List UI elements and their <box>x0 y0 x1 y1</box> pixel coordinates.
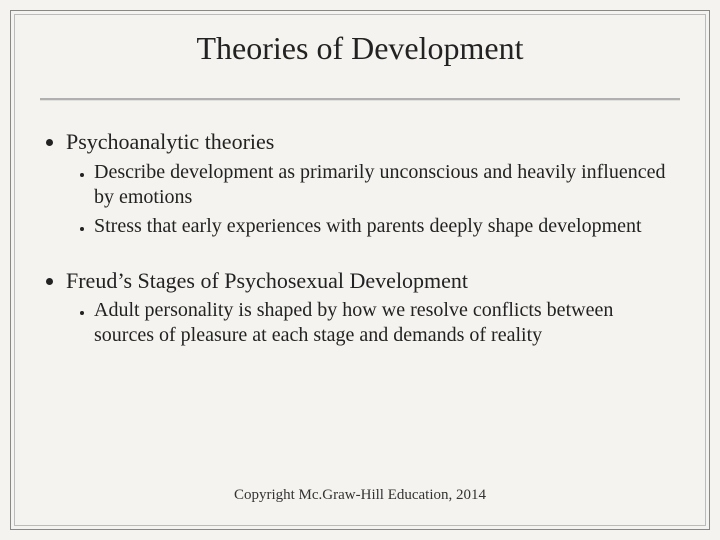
slide-body: Psychoanalytic theories Describe develop… <box>42 128 678 354</box>
section-gap <box>42 245 678 267</box>
sub-bullet-item: Describe development as primarily uncons… <box>94 160 678 210</box>
bullet-text: Psychoanalytic theories <box>66 129 274 154</box>
bullet-item: Freud’s Stages of Psychosexual Developme… <box>66 267 678 349</box>
footer-text: Copyright Mc.Graw-Hill Education, 2014 <box>0 487 720 504</box>
bullet-text: Freud’s Stages of Psychosexual Developme… <box>66 268 468 293</box>
slide: Theories of Development Psychoanalytic t… <box>0 0 720 540</box>
sub-bullet-list: Adult personality is shaped by how we re… <box>66 298 678 348</box>
bullet-item: Psychoanalytic theories Describe develop… <box>66 128 678 239</box>
sub-bullet-list: Describe development as primarily uncons… <box>66 160 678 239</box>
bullet-list: Psychoanalytic theories Describe develop… <box>42 128 678 239</box>
sub-bullet-item: Stress that early experiences with paren… <box>94 214 678 239</box>
sub-bullet-item: Adult personality is shaped by how we re… <box>94 298 678 348</box>
slide-title: Theories of Development <box>0 30 720 67</box>
sub-bullet-text: Describe development as primarily uncons… <box>94 161 665 208</box>
title-rule <box>40 98 680 100</box>
sub-bullet-text: Adult personality is shaped by how we re… <box>94 299 613 346</box>
sub-bullet-text: Stress that early experiences with paren… <box>94 215 642 237</box>
bullet-list: Freud’s Stages of Psychosexual Developme… <box>42 267 678 349</box>
